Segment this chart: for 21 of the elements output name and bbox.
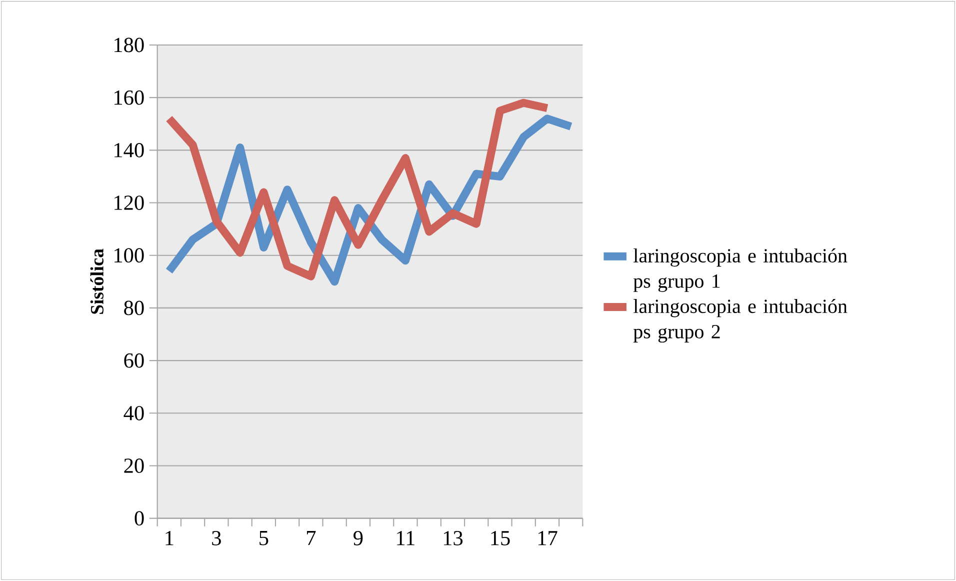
- legend-label: laringoscopia e intubación ps grupo 2: [633, 298, 848, 343]
- y-axis-title: Sistólica: [90, 248, 104, 314]
- x-tick-label: 1: [166, 531, 174, 546]
- y-tick-label: 20: [124, 458, 144, 473]
- y-tick-label: 160: [114, 90, 144, 105]
- x-tick-label: 17: [538, 531, 558, 546]
- y-tick-label: 180: [114, 38, 144, 52]
- y-tick-label: 0: [134, 511, 144, 526]
- x-tick-label: 15: [491, 531, 510, 546]
- x-tick-label: 5: [260, 531, 268, 546]
- y-tick-label: 40: [124, 406, 144, 420]
- y-tick-label: 140: [114, 142, 144, 158]
- x-tick-label: 11: [397, 531, 414, 546]
- y-tick-label: 80: [124, 300, 144, 316]
- y-tick-label: 60: [124, 353, 144, 368]
- y-tick-label: 100: [114, 248, 144, 263]
- y-tick-label: 120: [114, 196, 144, 210]
- x-tick-label: 9: [354, 531, 363, 546]
- x-tick-label: 13: [444, 531, 463, 546]
- x-tick-label: 3: [212, 531, 221, 546]
- x-tick-label: 7: [307, 531, 316, 545]
